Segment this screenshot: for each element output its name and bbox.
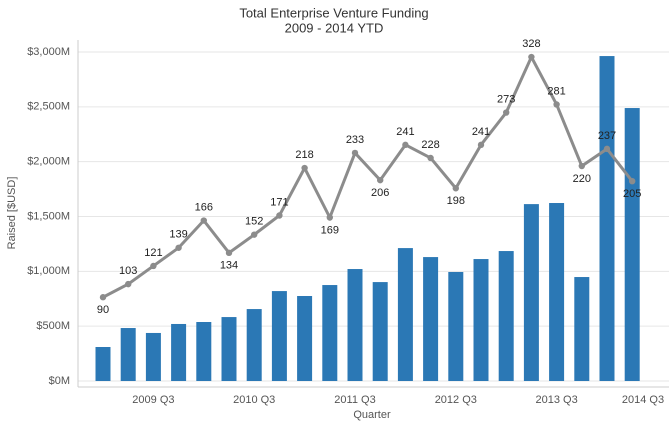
bar xyxy=(246,309,262,381)
data-label: 241 xyxy=(396,126,414,138)
data-label: 218 xyxy=(295,149,313,161)
bar xyxy=(95,347,111,381)
y-axis-title: Raised [$USD] xyxy=(6,177,18,250)
line-point xyxy=(402,141,409,149)
chart-title: Total Enterprise Venture Funding xyxy=(239,5,428,20)
data-label: 121 xyxy=(144,247,162,259)
bar xyxy=(624,108,640,381)
data-label: 281 xyxy=(547,85,565,97)
bar xyxy=(145,332,161,381)
data-label: 206 xyxy=(371,187,389,199)
bar xyxy=(372,282,388,381)
bar xyxy=(549,203,565,381)
data-label: 103 xyxy=(119,265,137,277)
bar xyxy=(448,271,464,381)
y-tick-label: $0M xyxy=(49,375,70,387)
data-label: 169 xyxy=(321,224,339,236)
data-label: 220 xyxy=(573,173,591,185)
bar xyxy=(423,257,439,381)
chart-subtitle: 2009 - 2014 YTD xyxy=(285,20,384,35)
line xyxy=(102,53,634,299)
line-point xyxy=(377,176,384,184)
data-label: 205 xyxy=(623,188,641,200)
y-tick-label: $3,000M xyxy=(27,46,70,58)
bar xyxy=(599,56,615,381)
y-tick-label: $2,500M xyxy=(27,101,70,113)
data-label: 273 xyxy=(497,93,515,105)
line-point xyxy=(301,164,308,172)
data-label: 233 xyxy=(346,134,364,146)
line-point xyxy=(427,154,434,162)
x-tick-label: 2011 Q3 xyxy=(334,394,375,406)
line-point xyxy=(629,177,636,185)
bar xyxy=(574,277,590,381)
line-point xyxy=(503,109,510,116)
line-point xyxy=(175,244,182,251)
y-tick-label: $500M xyxy=(36,320,70,332)
y-tick-label: $1,500M xyxy=(27,210,70,222)
y-tick-label: $1,000M xyxy=(27,265,70,277)
x-tick-label: 2012 Q3 xyxy=(435,394,477,406)
line-point xyxy=(125,280,132,288)
data-label: 328 xyxy=(522,38,540,50)
line-point xyxy=(452,185,459,192)
y-tick-label: $2,000M xyxy=(27,156,70,168)
data-label: 228 xyxy=(421,139,439,151)
bar xyxy=(171,323,187,381)
bar xyxy=(523,204,539,381)
bar xyxy=(347,269,363,381)
line-point xyxy=(326,214,333,221)
x-tick-label: 2009 Q3 xyxy=(132,394,174,406)
x-tick-label: 2010 Q3 xyxy=(233,394,275,406)
data-label: 198 xyxy=(447,195,465,207)
x-tick-label: 2014 Q3 xyxy=(622,394,664,406)
bar xyxy=(397,248,413,381)
bar xyxy=(221,317,237,381)
bar xyxy=(322,285,338,381)
data-label: 139 xyxy=(169,229,187,241)
data-label: 134 xyxy=(220,260,238,272)
line-point xyxy=(477,141,485,149)
line-point xyxy=(578,162,585,170)
data-label: 241 xyxy=(472,126,490,138)
bar xyxy=(473,259,489,381)
line-point xyxy=(553,101,560,108)
line-point xyxy=(351,149,359,157)
line-point xyxy=(99,294,107,301)
data-label: 152 xyxy=(245,216,263,228)
data-label: 171 xyxy=(270,196,288,208)
bar xyxy=(271,291,287,381)
line-point xyxy=(225,249,233,257)
line-point xyxy=(276,212,283,219)
bar xyxy=(120,328,136,381)
x-tick-label: 2013 Q3 xyxy=(535,394,577,406)
line-point xyxy=(150,262,157,270)
line-point xyxy=(200,217,207,224)
line-point xyxy=(528,53,535,61)
bar xyxy=(297,296,313,381)
line-point xyxy=(251,231,258,238)
x-axis-title: Quarter xyxy=(353,409,391,421)
line-point xyxy=(603,145,611,153)
bar xyxy=(498,251,514,381)
data-label: 166 xyxy=(195,201,213,213)
data-label: 90 xyxy=(97,304,109,316)
bar xyxy=(196,321,212,381)
data-label: 237 xyxy=(598,130,616,142)
